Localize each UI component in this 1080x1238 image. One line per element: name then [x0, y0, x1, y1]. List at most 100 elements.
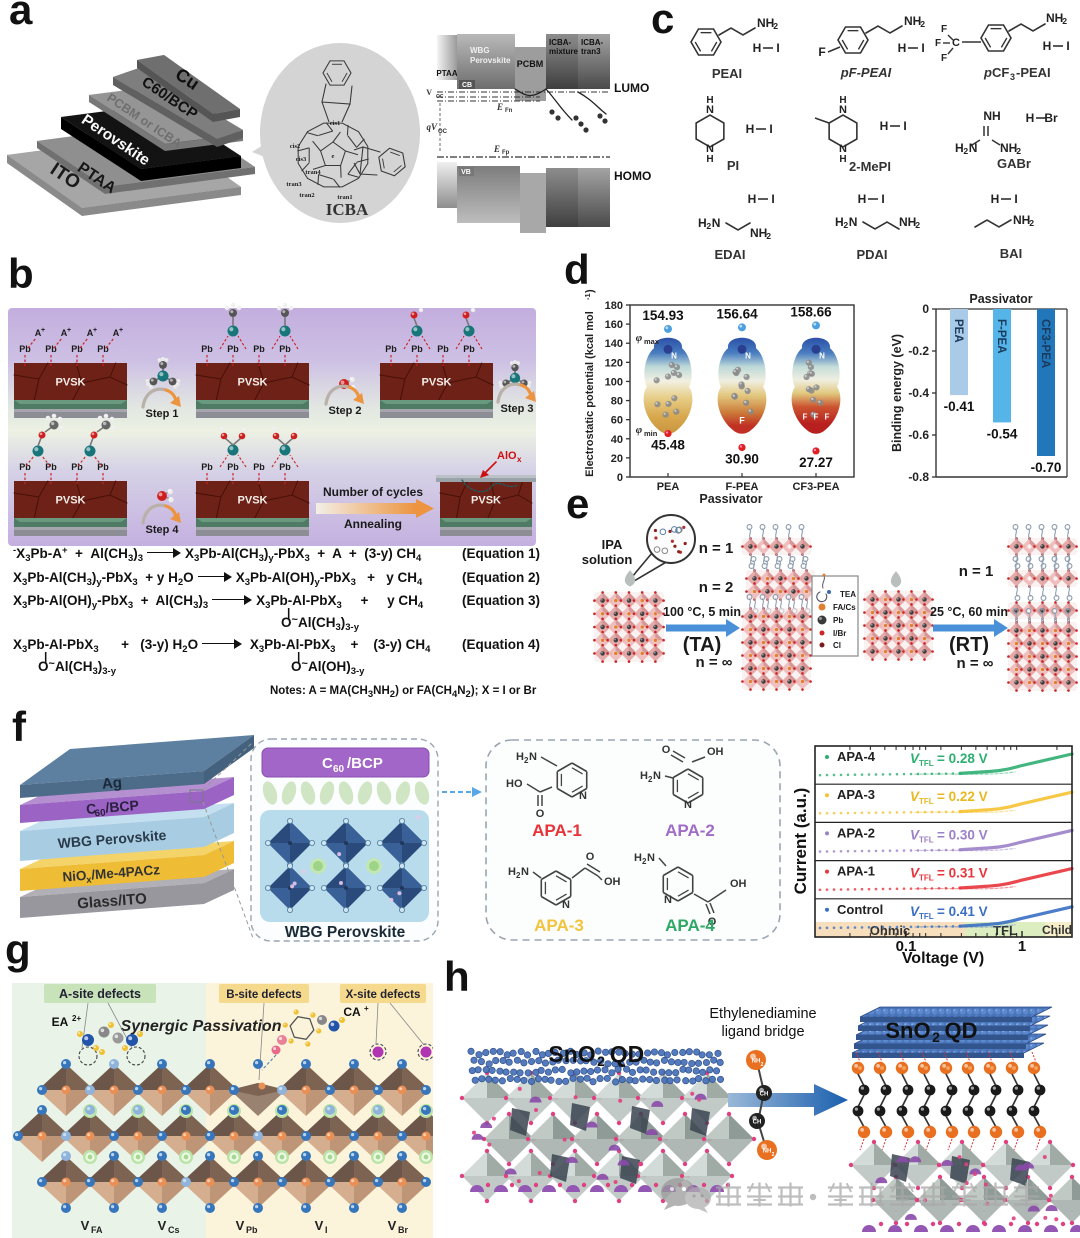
svg-text:N: N [579, 790, 587, 802]
svg-text:AlO: AlO [497, 450, 517, 462]
svg-text:PVSK: PVSK [471, 495, 501, 507]
svg-text:Passivator: Passivator [969, 292, 1032, 306]
svg-text:ICBA-: ICBA- [549, 38, 572, 47]
svg-text:H: H [748, 192, 757, 206]
svg-text:60: 60 [611, 415, 623, 427]
svg-text:CF: CF [992, 65, 1009, 80]
svg-text:F: F [825, 412, 830, 421]
svg-text:n = 2: n = 2 [699, 579, 734, 596]
svg-text:120: 120 [605, 357, 623, 369]
svg-text:Pb: Pb [437, 344, 449, 354]
svg-text:N: N [839, 104, 847, 116]
svg-text:EDAI: EDAI [714, 247, 745, 262]
svg-text:Electrostatic potential (kcal: Electrostatic potential (kcal mol [584, 311, 596, 477]
svg-text:V: V [158, 1218, 167, 1233]
svg-text:V: V [910, 751, 920, 766]
svg-text:NH: NH [1000, 141, 1017, 155]
svg-text:158.66: 158.66 [790, 304, 832, 319]
svg-text:HO: HO [506, 778, 523, 790]
svg-text:CH: CH [753, 1120, 762, 1126]
svg-text:tran1: tran1 [337, 194, 352, 201]
svg-text:F-PEA: F-PEA [726, 481, 759, 493]
svg-text:20: 20 [611, 453, 623, 465]
svg-text:NH: NH [983, 109, 1000, 123]
svg-text:NH: NH [750, 226, 767, 240]
svg-text:2: 2 [772, 1152, 775, 1158]
svg-text:N: N [653, 770, 661, 782]
svg-text:Voltage (V): Voltage (V) [902, 950, 984, 967]
svg-text:2: 2 [773, 21, 778, 31]
svg-text:Ethylenediamine: Ethylenediamine [709, 1006, 816, 1022]
svg-text:Cs: Cs [168, 1225, 180, 1235]
svg-text:N: N [706, 143, 714, 155]
svg-text:V: V [315, 1218, 324, 1233]
svg-text:I: I [921, 41, 924, 55]
svg-text:Pb: Pb [227, 344, 239, 354]
svg-text:N: N [664, 894, 672, 906]
svg-text:H: H [839, 154, 846, 165]
svg-text:V: V [81, 1218, 90, 1233]
svg-text:FA: FA [91, 1225, 103, 1235]
svg-text:+: + [364, 1004, 369, 1013]
svg-text:B-site defects: B-site defects [226, 989, 301, 1001]
svg-text:n = ∞: n = ∞ [957, 655, 994, 672]
svg-text:E: E [493, 144, 500, 154]
svg-text:N: N [849, 215, 858, 229]
svg-text:V: V [388, 1218, 397, 1233]
svg-text:Pb: Pb [253, 344, 265, 354]
svg-text:tran2: tran2 [299, 192, 314, 199]
svg-text:F: F [803, 412, 808, 421]
svg-text:2: 2 [843, 220, 848, 230]
svg-text:2+: 2+ [72, 1014, 81, 1023]
svg-text:F: F [739, 415, 745, 425]
svg-text:Synergic Passivation: Synergic Passivation [121, 1018, 282, 1035]
svg-text:APA-3: APA-3 [837, 787, 875, 802]
svg-text:N: N [712, 216, 721, 230]
svg-text:160: 160 [605, 319, 623, 331]
svg-text:h: h [444, 953, 470, 1000]
svg-text:27.27: 27.27 [799, 455, 833, 470]
svg-text:BAI: BAI [1000, 246, 1022, 261]
svg-text:N: N [671, 351, 677, 360]
svg-text:60: 60 [94, 808, 106, 820]
svg-text:CB: CB [462, 82, 472, 89]
svg-text:tran3: tran3 [286, 181, 302, 188]
svg-text:H: H [706, 95, 713, 106]
svg-text:NH: NH [757, 16, 774, 30]
svg-text:tran4: tran4 [305, 169, 321, 176]
svg-text:Pb: Pb [385, 344, 397, 354]
svg-text:PVSK: PVSK [238, 377, 268, 389]
svg-text:F: F [814, 412, 819, 421]
svg-text:/BCP: /BCP [105, 797, 140, 816]
svg-text:IPA: IPA [602, 537, 623, 552]
svg-text:Ohmic: Ohmic [870, 923, 910, 938]
svg-text:(RT): (RT) [949, 634, 989, 656]
svg-text:OH: OH [707, 746, 724, 758]
svg-text:WBG Perovskite: WBG Perovskite [285, 924, 406, 941]
svg-text:180: 180 [605, 300, 623, 312]
svg-text:H: H [640, 770, 648, 782]
svg-text:80: 80 [611, 396, 623, 408]
svg-text:Child: Child [1042, 923, 1072, 937]
svg-text:+: + [41, 327, 45, 334]
svg-text:TFL: TFL [919, 759, 934, 768]
svg-text:OC: OC [438, 129, 448, 135]
svg-text:Br: Br [1044, 111, 1058, 125]
svg-text:N: N [562, 899, 570, 911]
svg-text:): ) [584, 289, 596, 293]
svg-text:I: I [1066, 39, 1069, 53]
svg-text:H: H [835, 215, 844, 229]
svg-text:= 0.31 V: = 0.31 V [937, 866, 988, 881]
svg-text:d: d [564, 246, 590, 293]
svg-text:A: A [87, 328, 94, 338]
svg-text:100 °C, 5 min: 100 °C, 5 min [663, 605, 741, 619]
svg-text:Step 3: Step 3 [500, 403, 533, 415]
svg-text:Number of cycles: Number of cycles [323, 485, 423, 499]
svg-text:Current (a.u.): Current (a.u.) [791, 788, 810, 895]
svg-text:V: V [236, 1218, 245, 1233]
svg-text:Step 4: Step 4 [145, 524, 179, 536]
svg-text:Control: Control [837, 902, 883, 917]
svg-text:H: H [516, 751, 524, 763]
svg-text:N: N [647, 852, 655, 864]
svg-text:A: A [113, 328, 120, 338]
